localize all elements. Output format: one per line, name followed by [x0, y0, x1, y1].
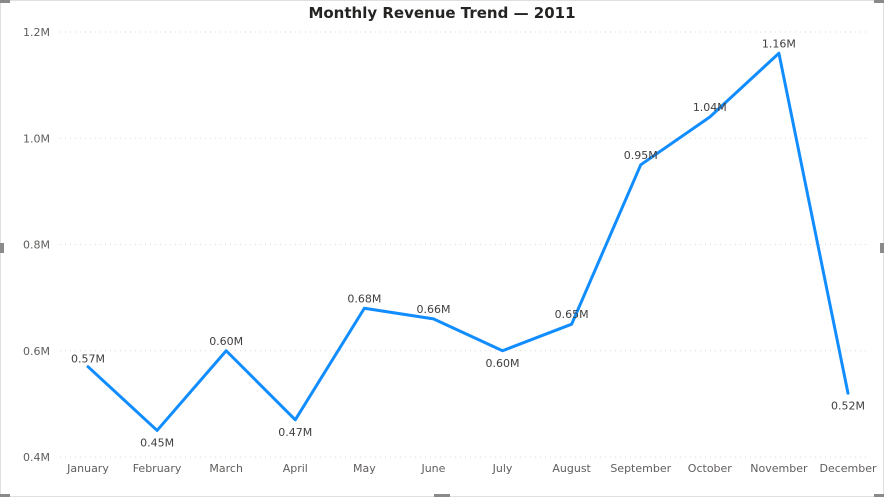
data-label: 0.65M — [555, 308, 589, 321]
gridlines — [60, 31, 870, 458]
data-label: 0.57M — [71, 353, 105, 366]
x-tick-label: January — [66, 462, 109, 475]
x-tick-label: February — [133, 462, 182, 475]
x-tick-label: March — [209, 462, 243, 475]
x-tick-label: September — [610, 462, 671, 475]
data-label: 0.68M — [347, 292, 381, 305]
resize-handle-right[interactable] — [880, 243, 884, 253]
y-tick-label: 1.0M — [23, 132, 50, 145]
x-axis: January February March April May June July Augu… — [66, 462, 877, 475]
x-tick-label: October — [688, 462, 732, 475]
chart-title: Monthly Revenue Trend — 2011 — [308, 4, 575, 22]
y-tick-label: 0.4M — [23, 451, 50, 464]
data-label: 0.45M — [140, 436, 174, 449]
data-label: 0.95M — [624, 149, 658, 162]
x-tick-label: November — [750, 462, 808, 475]
series-line-group — [86, 51, 850, 432]
data-label: 1.16M — [762, 37, 796, 50]
data-label: 0.66M — [416, 303, 450, 316]
y-tick-label: 0.8M — [23, 239, 50, 252]
x-tick-label: August — [552, 462, 591, 475]
x-tick-label: July — [492, 462, 513, 475]
resize-handle-top-right[interactable] — [874, 0, 884, 3]
series-line[interactable] — [86, 51, 850, 432]
resize-handle-bottom-right[interactable] — [874, 494, 884, 497]
resize-handle-bottom[interactable] — [434, 494, 450, 497]
data-label: 0.47M — [278, 426, 312, 439]
x-tick-label: April — [283, 462, 308, 475]
data-labels: 0.57M 0.45M 0.60M 0.47M 0.68M 0.66M 0.60M 0.65M… — [71, 37, 865, 449]
y-tick-label: 1.2M — [23, 26, 50, 39]
x-tick-label: December — [819, 462, 877, 475]
y-tick-label: 0.6M — [23, 345, 50, 358]
x-tick-label: May — [353, 462, 376, 475]
data-label: 1.04M — [693, 101, 727, 114]
data-label: 0.60M — [486, 357, 520, 370]
y-axis: 0.4M 0.6M 0.8M 1.0M 1.2M — [23, 26, 50, 464]
data-label: 0.52M — [831, 399, 865, 412]
resize-handle-top-left[interactable] — [0, 0, 10, 3]
resize-handle-bottom-left[interactable] — [0, 494, 10, 497]
x-tick-label: June — [420, 462, 445, 475]
resize-handle-left[interactable] — [0, 243, 4, 253]
data-label: 0.60M — [209, 335, 243, 348]
